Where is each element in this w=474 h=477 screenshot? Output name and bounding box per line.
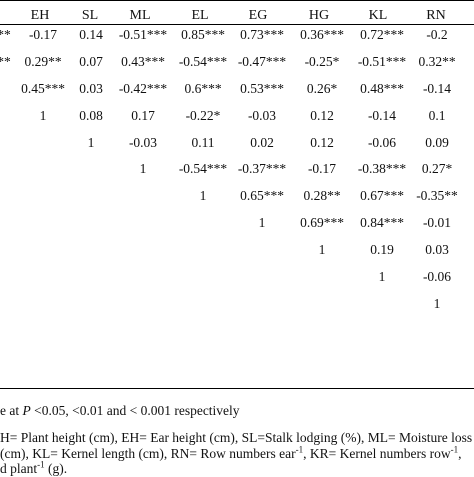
- table-cell: 0.45***: [21, 81, 65, 96]
- table-cell: 0.72***: [360, 27, 404, 42]
- table-cell: 0.48***: [360, 81, 404, 96]
- table-cell: -0.35**: [416, 188, 458, 203]
- table-cell: 0.29**: [24, 54, 62, 69]
- table-bottom-rule: [0, 388, 474, 389]
- table-cell: 1: [378, 269, 386, 284]
- table-cell: -0.51***: [118, 27, 168, 42]
- table-cell: -0.25*: [304, 54, 340, 69]
- table-top-rule: [0, 0, 474, 1]
- table-cell: 0.07: [79, 54, 103, 69]
- table-cell: -0.37***: [237, 161, 287, 176]
- table-cell: -0.06: [422, 269, 452, 284]
- table-cell: 0.26*: [306, 81, 338, 96]
- table-cell: 1: [39, 108, 47, 123]
- table-cell: 0.32**: [418, 54, 456, 69]
- table-cell: **: [0, 54, 11, 69]
- table-cell: 0.84***: [360, 215, 404, 230]
- column-header-sl: SL: [81, 8, 99, 23]
- column-header-eg: EG: [248, 8, 268, 23]
- table-cell: -0.54***: [178, 54, 228, 69]
- table-cell: 0.1: [428, 108, 446, 123]
- table-cell: 0.67***: [360, 188, 404, 203]
- table-cell: 0.65***: [240, 188, 284, 203]
- table-cell: -0.01: [422, 215, 452, 230]
- table-cell: 0.28**: [303, 188, 341, 203]
- table-cell: 0.02: [250, 135, 274, 150]
- table-cell: 0.11: [191, 135, 215, 150]
- table-cell: 0.14: [79, 27, 103, 42]
- table-cell: 0.12: [310, 108, 334, 123]
- column-header-ml: ML: [129, 8, 151, 23]
- table-cell: 1: [199, 188, 207, 203]
- table-cell: -0.06: [367, 135, 397, 150]
- table-cell: -0.14: [422, 81, 452, 96]
- table-cell: -0.42***: [118, 81, 168, 96]
- table-cell: 1: [433, 296, 441, 311]
- table-cell: 0.6***: [184, 81, 222, 96]
- table-cell: -0.17: [307, 161, 337, 176]
- table-cell: -0.51***: [357, 54, 407, 69]
- table-cell: -0.03: [247, 108, 277, 123]
- table-cell: 0.17: [131, 108, 155, 123]
- table-cell: 0.27*: [421, 161, 453, 176]
- table-cell: 1: [318, 242, 326, 257]
- table-cell: 0.03: [79, 81, 103, 96]
- table-cell: -0.22*: [185, 108, 221, 123]
- table-cell: 0.43***: [121, 54, 165, 69]
- table-cell: 0.85***: [181, 27, 225, 42]
- column-header-rn: RN: [426, 8, 446, 23]
- table-cell: -0.2: [426, 27, 448, 42]
- column-header-hg: HG: [308, 8, 330, 23]
- abbreviation-note-line-2: (cm), KL= Kernel length (cm), RN= Row nu…: [0, 444, 462, 461]
- table-cell: -0.03: [128, 135, 158, 150]
- table-cell: -0.38***: [357, 161, 407, 176]
- table-cell: 0.53***: [240, 81, 284, 96]
- table-cell: 0.09: [425, 135, 449, 150]
- column-header-kl: KL: [368, 8, 388, 23]
- significance-note: e at P <0.05, <0.01 and < 0.001 respecti…: [0, 403, 240, 418]
- table-cell: 0.08: [79, 108, 103, 123]
- header-bottom-rule: [0, 24, 474, 25]
- table-cell: 0.73***: [240, 27, 284, 42]
- table-cell: -0.47***: [237, 54, 287, 69]
- abbreviation-note-line-3: d plant-1 (g).: [0, 459, 68, 476]
- table-cell: 0.19: [370, 242, 394, 257]
- table-cell: -0.54***: [178, 161, 228, 176]
- table-cell: 0.03: [425, 242, 449, 257]
- table-cell: -0.14: [367, 108, 397, 123]
- table-cell: 0.36***: [300, 27, 344, 42]
- table-cell: -0.17: [28, 27, 58, 42]
- table-cell: 0.69***: [300, 215, 344, 230]
- table-cell: **: [0, 27, 11, 42]
- column-header-el: EL: [191, 8, 209, 23]
- table-cell: 0.12: [310, 135, 334, 150]
- abbreviation-note-line-1: H= Plant height (cm), EH= Ear height (cm…: [0, 430, 474, 445]
- table-cell: 1: [139, 161, 147, 176]
- table-cell: 1: [258, 215, 266, 230]
- column-header-eh: EH: [30, 8, 50, 23]
- table-cell: 1: [87, 135, 95, 150]
